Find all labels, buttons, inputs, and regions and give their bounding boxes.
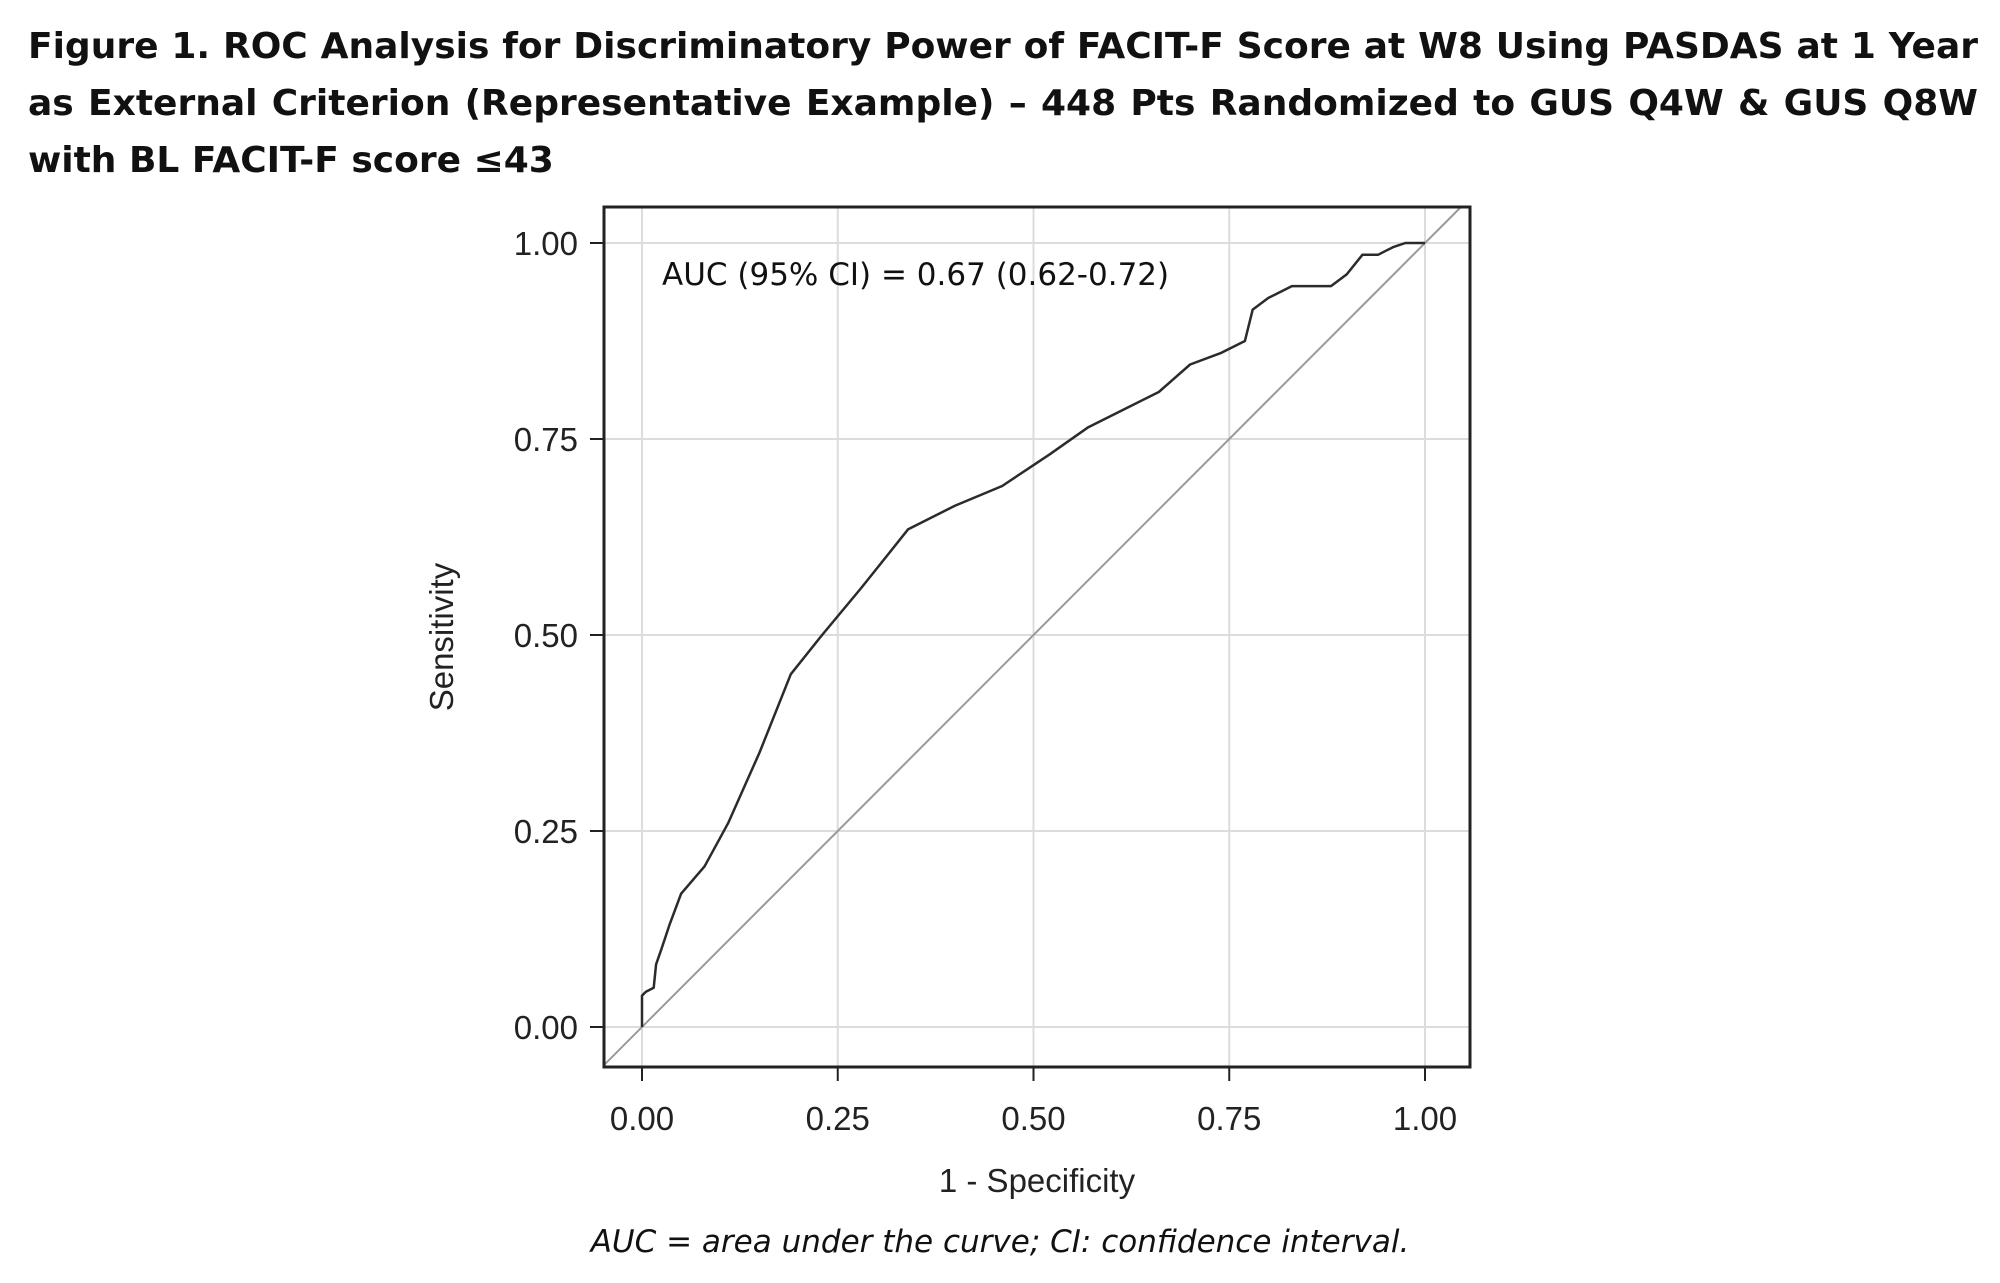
y-tick-label: 0.00 xyxy=(514,1009,578,1046)
x-tick-label: 0.50 xyxy=(1001,1100,1065,1137)
y-tick-label: 0.50 xyxy=(514,617,578,654)
figure-caption: Figure 1. ROC Analysis for Discriminator… xyxy=(28,26,1978,181)
figure-footnote: AUC = area under the curve; CI: confiden… xyxy=(590,1224,1410,1260)
roc-curve-line xyxy=(640,241,1425,1027)
grid-lines xyxy=(604,207,1470,1067)
x-tick-label: 0.75 xyxy=(1197,1100,1261,1137)
x-tick-label: 0.25 xyxy=(806,1100,870,1137)
y-tick-label: 1.00 xyxy=(514,225,578,262)
y-axis-ticks: 0.00 0.25 0.50 0.75 1.00 xyxy=(514,225,604,1046)
plot-frame xyxy=(602,205,1472,1069)
x-axis-title: 1 - Specificity xyxy=(939,1162,1136,1199)
y-tick-label: 0.75 xyxy=(514,421,578,458)
x-tick-label: 0.00 xyxy=(610,1100,674,1137)
roc-chart: 0.00 0.25 0.50 0.75 1.00 0.00 0.25 0.50 0.75 1.0… xyxy=(423,205,1472,1199)
x-tick-label: 1.00 xyxy=(1393,1100,1457,1137)
x-axis-ticks: 0.00 0.25 0.50 0.75 1.00 xyxy=(610,1067,1457,1137)
reference-diagonal-line xyxy=(603,206,1462,1066)
y-axis-title: Sensitivity xyxy=(423,562,460,711)
y-tick-label: 0.25 xyxy=(514,813,578,850)
auc-annotation: AUC (95% CI) = 0.67 (0.62-0.72) xyxy=(662,257,1169,293)
